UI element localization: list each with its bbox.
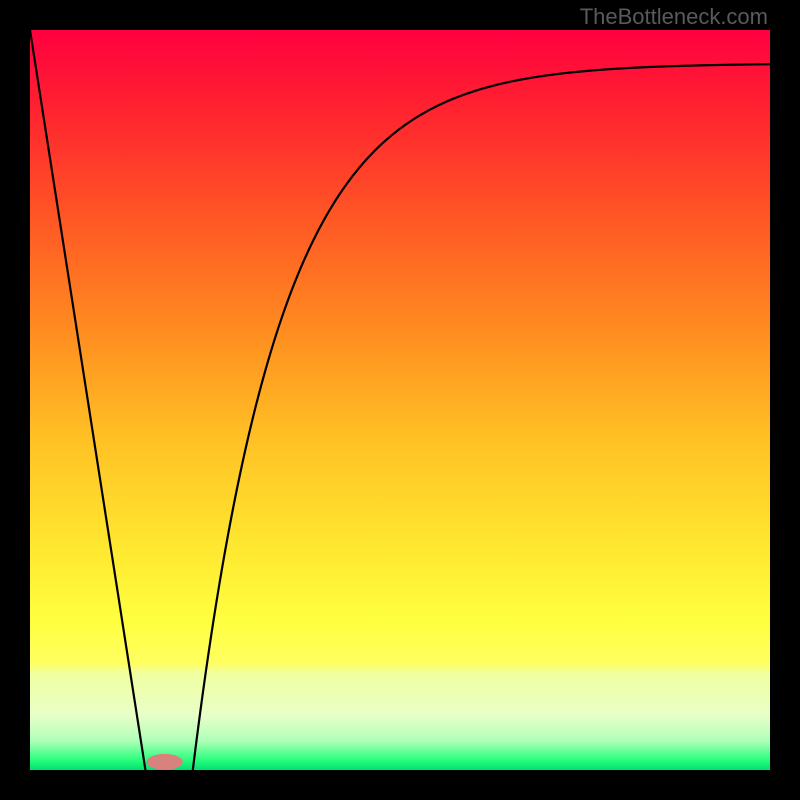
- marker-pill: [147, 754, 183, 770]
- plot-background: [30, 30, 770, 770]
- chart-svg: [30, 30, 770, 770]
- watermark-text: TheBottleneck.com: [580, 4, 768, 30]
- chart-frame: TheBottleneck.com: [0, 0, 800, 800]
